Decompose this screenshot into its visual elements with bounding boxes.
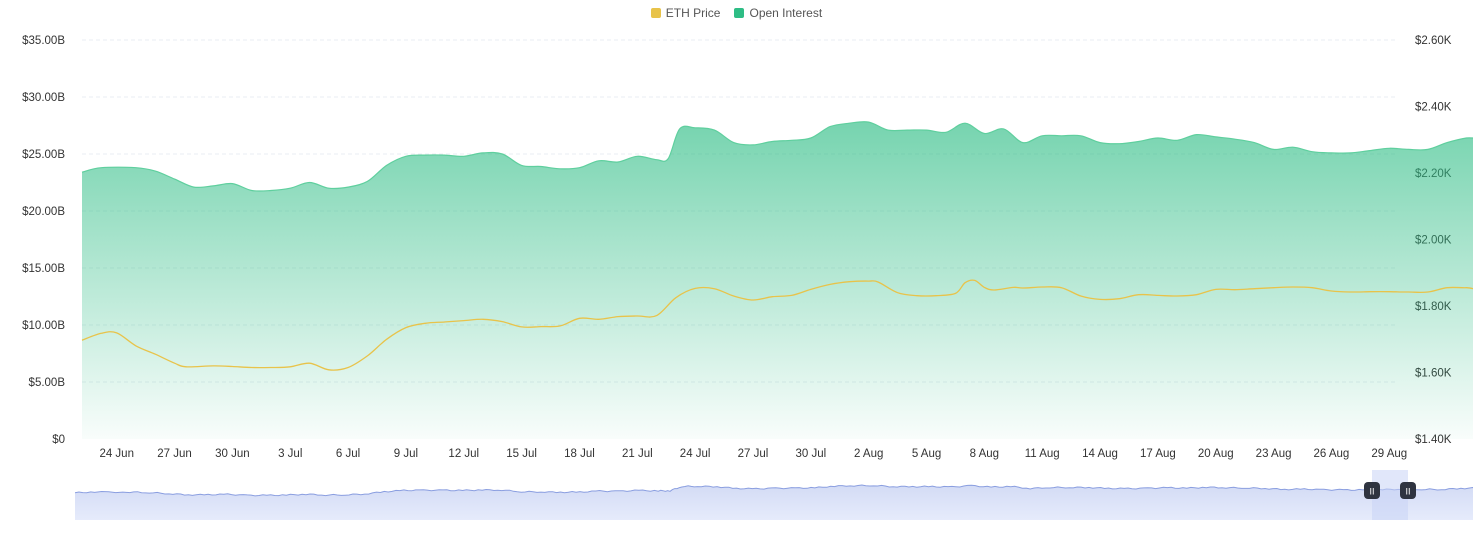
x-tick-label: 27 Jul — [738, 448, 769, 460]
x-tick-label: 24 Jun — [99, 448, 134, 460]
legend: ETH Price Open Interest — [0, 4, 1473, 22]
x-tick-label: 21 Jul — [622, 448, 653, 460]
x-tick-label: 14 Aug — [1082, 448, 1118, 460]
navigator-handle-body[interactable] — [1400, 482, 1416, 499]
navigator-handle-grip: II — [1405, 487, 1410, 497]
x-tick-label: 27 Jun — [157, 448, 192, 460]
navigator-handle-grip: II — [1369, 487, 1374, 497]
x-tick-label: 15 Jul — [506, 448, 537, 460]
x-tick-label: 30 Jun — [215, 448, 250, 460]
y-left-tick-label: $10.00B — [22, 320, 65, 332]
open-interest-area — [82, 121, 1473, 439]
x-tick-label: 24 Jul — [680, 448, 711, 460]
legend-label-eth-price: ETH Price — [665, 6, 721, 20]
x-tick-label: 12 Jul — [448, 448, 479, 460]
x-tick-label: 3 Jul — [278, 448, 302, 460]
x-tick-label: 23 Aug — [1256, 448, 1292, 460]
legend-label-open-interest: Open Interest — [749, 6, 823, 20]
x-tick-label: 29 Aug — [1371, 448, 1407, 460]
navigator-area — [75, 485, 1473, 520]
navigator-handle-body[interactable] — [1364, 482, 1380, 499]
y-left-tick-label: $25.00B — [22, 149, 65, 161]
x-tick-label: 30 Jul — [795, 448, 826, 460]
x-tick-label: 26 Aug — [1314, 448, 1350, 460]
y-left-tick-label: $30.00B — [22, 92, 65, 104]
x-tick-label: 8 Aug — [970, 448, 999, 460]
navigator[interactable]: II II — [74, 470, 1473, 520]
x-tick-label: 17 Aug — [1140, 448, 1176, 460]
x-tick-label: 5 Aug — [912, 448, 941, 460]
x-tick-label: 11 Aug — [1025, 448, 1060, 460]
y-left-tick-label: $20.00B — [22, 206, 65, 218]
x-axis: 24 Jun 27 Jun 30 Jun 3 Jul 6 Jul 9 Jul 12 Jul 1… — [99, 448, 1407, 460]
series-layer — [81, 121, 1473, 439]
open-interest-line — [81, 121, 1473, 192]
x-tick-label: 6 Jul — [336, 448, 360, 460]
y-left-tick-label: $15.00B — [22, 263, 65, 275]
legend-item-open-interest[interactable]: Open Interest — [734, 4, 822, 22]
navigator-right-handle[interactable]: II — [1400, 482, 1416, 499]
legend-swatch-eth-price — [650, 8, 661, 18]
y-axis-left: $0 $5.00B $10.00B $15.00B $20.00B $25.00B $30.… — [22, 35, 65, 446]
x-tick-label: 9 Jul — [394, 448, 418, 460]
navigator-line — [74, 484, 1473, 497]
legend-swatch-open-interest — [734, 8, 745, 18]
legend-item-eth-price[interactable]: ETH Price — [650, 4, 721, 22]
eth-price-line — [81, 279, 1473, 371]
y-right-tick-label: $2.60K — [1415, 35, 1452, 47]
x-tick-label: 2 Aug — [854, 448, 883, 460]
y-left-tick-label: $5.00B — [29, 377, 66, 389]
y-right-tick-label: $2.40K — [1415, 102, 1452, 114]
x-tick-label: 18 Jul — [564, 448, 595, 460]
navigator-left-handle[interactable]: II — [1364, 482, 1380, 499]
y-left-tick-label: $35.00B — [22, 35, 65, 47]
y-left-tick-label: $0 — [52, 434, 65, 446]
x-tick-label: 20 Aug — [1198, 448, 1234, 460]
